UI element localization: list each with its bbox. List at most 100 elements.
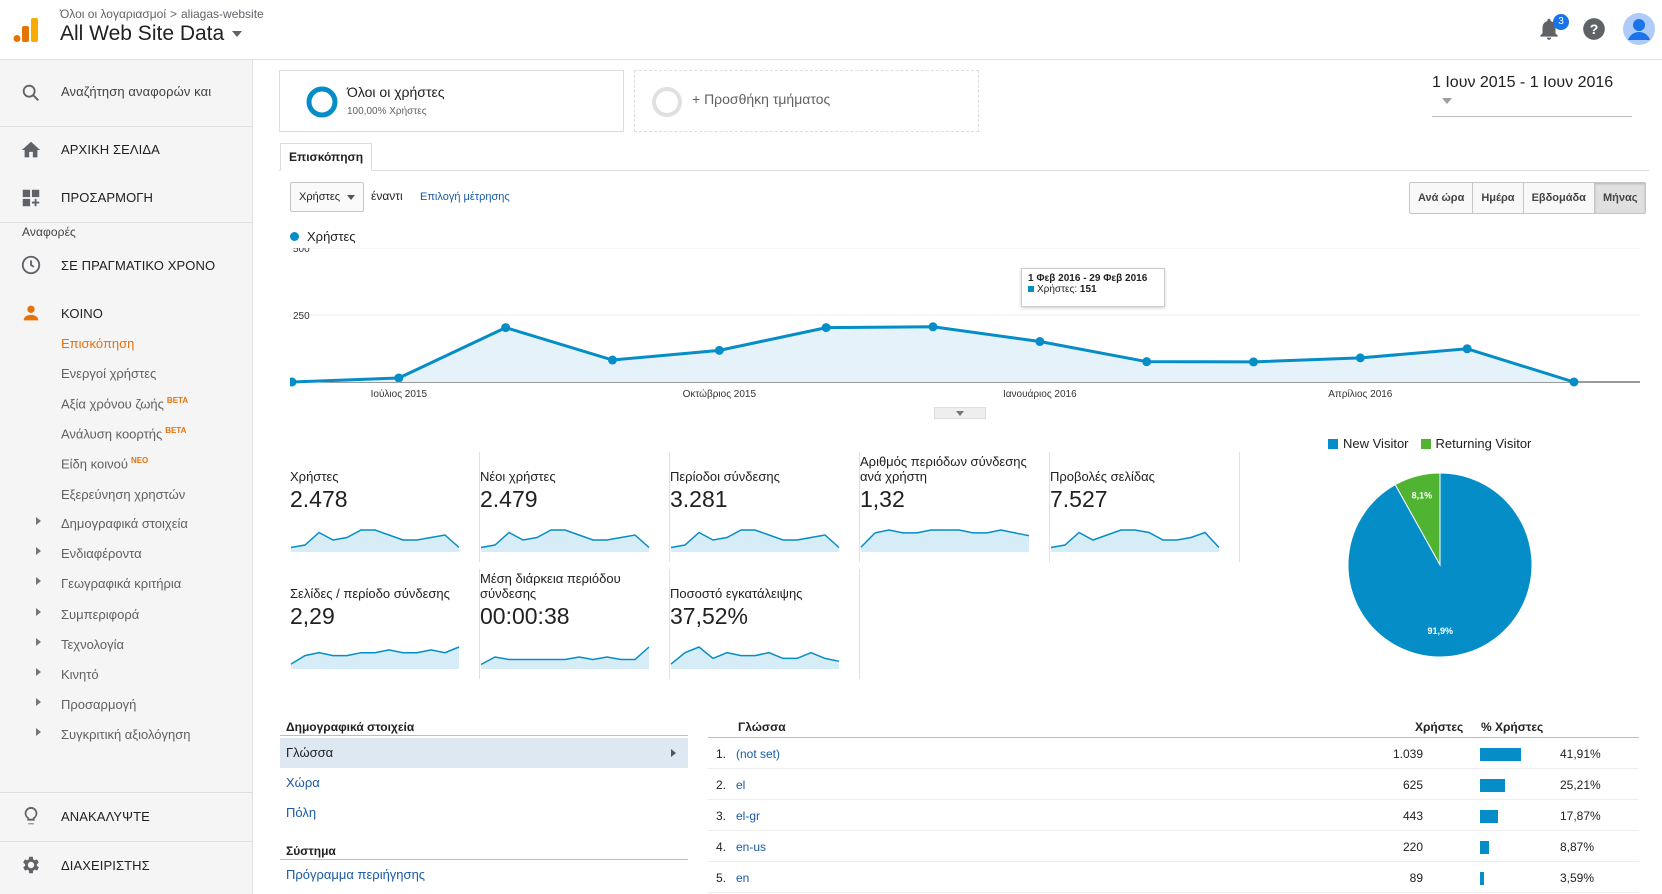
metric-label: Ποσοστό εγκατάλειψης (670, 586, 803, 601)
metric-tile[interactable]: Ποσοστό εγκατάλειψης 37,52% (670, 569, 860, 679)
data-point[interactable] (1035, 337, 1045, 347)
demographics-item-label: Πόλη (286, 805, 317, 820)
data-point[interactable] (714, 345, 724, 355)
metric-tile[interactable]: Σελίδες / περίοδο σύνδεσης 2,29 (290, 569, 480, 679)
data-point[interactable] (1249, 357, 1258, 367)
data-point[interactable] (1569, 377, 1579, 387)
y-tick-label: 500 (293, 248, 310, 255)
language-link[interactable]: el-gr (736, 809, 761, 823)
granularity-toggle: Ανά ώρα Ημέρα Εβδομάδα Μήνας (1409, 182, 1647, 214)
chart-legend: Χρήστες (290, 229, 356, 244)
sidebar-sub-demographics[interactable]: Δημογραφικά στοιχεία (61, 516, 188, 531)
help-icon[interactable]: ? (1581, 16, 1607, 42)
data-point[interactable] (1355, 353, 1365, 363)
sidebar-sub-custom[interactable]: Προσαρμογή (61, 697, 137, 712)
data-point[interactable] (928, 322, 938, 332)
legend-item-new[interactable]: New Visitor (1328, 436, 1409, 451)
metric-tile[interactable]: Χρήστες 2.478 (290, 452, 480, 562)
sidebar-item-customization[interactable]: ΠΡΟΣΑΡΜΟΓΗ (0, 174, 253, 222)
pie-slice-new[interactable] (1347, 472, 1533, 658)
sidebar-sub-geo[interactable]: Γεωγραφικά κριτήρια (61, 576, 182, 591)
data-point[interactable] (1142, 357, 1152, 367)
metric-tile[interactable]: Μέση διάρκεια περιόδου σύνδεσης 00:00:38 (480, 569, 670, 679)
users-line-chart[interactable]: 500 250 Ιούλιος 2015 Οκτώβριος 2015 Ιανουάρι… (290, 248, 1640, 418)
chart-expand-handle[interactable] (934, 407, 986, 419)
language-link[interactable]: en-us (736, 840, 767, 854)
metric-dropdown[interactable]: Χρήστες (290, 182, 364, 212)
pct-value: 41,91% (1560, 747, 1601, 761)
sidebar-sub-overview[interactable]: Επισκόπηση (61, 336, 134, 351)
sidebar-item-label: ΠΡΟΣΑΡΜΟΓΗ (61, 190, 154, 205)
language-link[interactable]: en (736, 871, 750, 885)
metric-value: 7.527 (1050, 486, 1108, 512)
analytics-logo-icon[interactable] (12, 16, 40, 44)
data-point[interactable] (394, 373, 404, 383)
pct-bar (1480, 779, 1505, 792)
add-segment-button[interactable]: + Προσθήκη τμήματος (634, 70, 979, 132)
segment-all-users[interactable]: Όλοι οι χρήστες 100,00% Χρήστες (279, 70, 624, 132)
legend-swatch (290, 232, 299, 241)
select-metric-link[interactable]: Επιλογή μέτρησης (420, 191, 510, 203)
granularity-month-button[interactable]: Μήνας (1594, 183, 1646, 213)
breadcrumb-account[interactable]: aliagas-website (181, 7, 264, 21)
lightbulb-icon (24, 806, 38, 825)
sidebar-sub-user-explorer[interactable]: Εξερεύνηση χρηστών (61, 487, 185, 502)
visitor-type-pie-chart[interactable]: 8,1% 91,9% (1340, 465, 1540, 665)
search-input[interactable]: Αναζήτηση αναφορών και (61, 84, 212, 99)
metric-tile[interactable]: Προβολές σελίδας 7.527 (1050, 452, 1240, 562)
sidebar-sub-mobile[interactable]: Κινητό (61, 667, 99, 682)
demographics-item-city[interactable]: Πόλη (280, 798, 688, 828)
segment-ring-icon (652, 87, 682, 117)
sidebar-sub-cohort[interactable]: Ανάλυση κοορτής BETA (61, 426, 186, 441)
add-segment-label: + Προσθήκη τμήματος (692, 91, 831, 107)
notification-badge: 3 (1553, 14, 1569, 30)
sidebar-search[interactable]: Αναζήτηση αναφορών και (0, 60, 253, 126)
granularity-day-button[interactable]: Ημέρα (1473, 183, 1524, 213)
sparkline-area (861, 530, 1029, 552)
avatar-icon[interactable] (1623, 13, 1655, 45)
data-point[interactable] (1462, 344, 1472, 354)
data-point[interactable] (501, 323, 511, 333)
expand-arrow-icon (36, 668, 41, 676)
chevron-down-icon (956, 411, 964, 416)
pct-value: 17,87% (1560, 809, 1601, 823)
sidebar-item-admin[interactable]: ΔΙΑΧΕΙΡΙΣΤΗΣ (0, 842, 253, 890)
breadcrumb-root[interactable]: Όλοι οι λογαριασμοί (60, 7, 166, 21)
language-link[interactable]: (not set) (736, 747, 781, 761)
expand-arrow-icon (36, 577, 41, 585)
pct-value: 8,87% (1560, 840, 1595, 854)
granularity-week-button[interactable]: Εβδομάδα (1523, 183, 1595, 213)
tab-overview[interactable]: Επισκόπηση (280, 143, 373, 171)
breadcrumb[interactable]: Όλοι οι λογαριασμοί > aliagas-website (60, 7, 264, 21)
data-point[interactable] (821, 323, 831, 333)
sidebar-sub-active-users[interactable]: Ενεργοί χρήστες (61, 366, 156, 381)
sidebar-sub-benchmarking[interactable]: Συγκριτική αξιολόγηση (61, 727, 191, 742)
sidebar-sub-audiences[interactable]: Είδη κοινού ΝΕΟ (61, 456, 148, 471)
sidebar-item-audience[interactable]: ΚΟΙΝΟ (0, 290, 253, 338)
metric-tile[interactable]: Αριθμός περιόδων σύνδεσης ανά χρήστη 1,32 (860, 452, 1050, 562)
metric-tile[interactable]: Περίοδοι σύνδεσης 3.281 (670, 452, 860, 562)
sidebar-item-realtime[interactable]: ΣΕ ΠΡΑΓΜΑΤΙΚΟ ΧΡΟΝΟ (0, 242, 253, 290)
demographics-item-country[interactable]: Χώρα (280, 768, 688, 798)
legend-item-returning[interactable]: Returning Visitor (1420, 436, 1531, 451)
date-range-picker[interactable]: 1 Ιουν 2015 - 1 Ιουν 2016 (1432, 74, 1632, 117)
sidebar-sub-lifetime-value[interactable]: Αξία χρόνου ζωής BETA (61, 396, 188, 411)
row-number: 5. (716, 871, 727, 885)
sidebar-item-discover[interactable]: ΑΝΑΚΑΛΥΨΤΕ (0, 793, 253, 841)
system-item-browser[interactable]: Πρόγραμμα περιήγησης (280, 860, 688, 890)
data-point[interactable] (290, 377, 297, 387)
legend-label: Χρήστες (307, 229, 356, 244)
tooltip-value: 151 (1079, 284, 1097, 295)
sidebar-sub-behavior[interactable]: Συμπεριφορά (61, 607, 140, 622)
language-link[interactable]: el (736, 778, 746, 792)
data-point[interactable] (608, 355, 617, 365)
view-selector[interactable]: All Web Site Data (60, 22, 243, 46)
pct-bar (1480, 841, 1489, 854)
granularity-hour-button[interactable]: Ανά ώρα (1410, 183, 1474, 213)
sidebar-sub-technology[interactable]: Τεχνολογία (61, 637, 125, 652)
demographics-item-language[interactable]: Γλώσσα (280, 738, 688, 768)
sidebar-sub-interests[interactable]: Ενδιαφέροντα (61, 546, 142, 561)
sidebar-item-home[interactable]: ΑΡΧΙΚΗ ΣΕΛΙΔΑ (0, 126, 253, 174)
metric-tile[interactable]: Νέοι χρήστες 2.479 (480, 452, 670, 562)
users-value: 220 (1402, 840, 1423, 854)
